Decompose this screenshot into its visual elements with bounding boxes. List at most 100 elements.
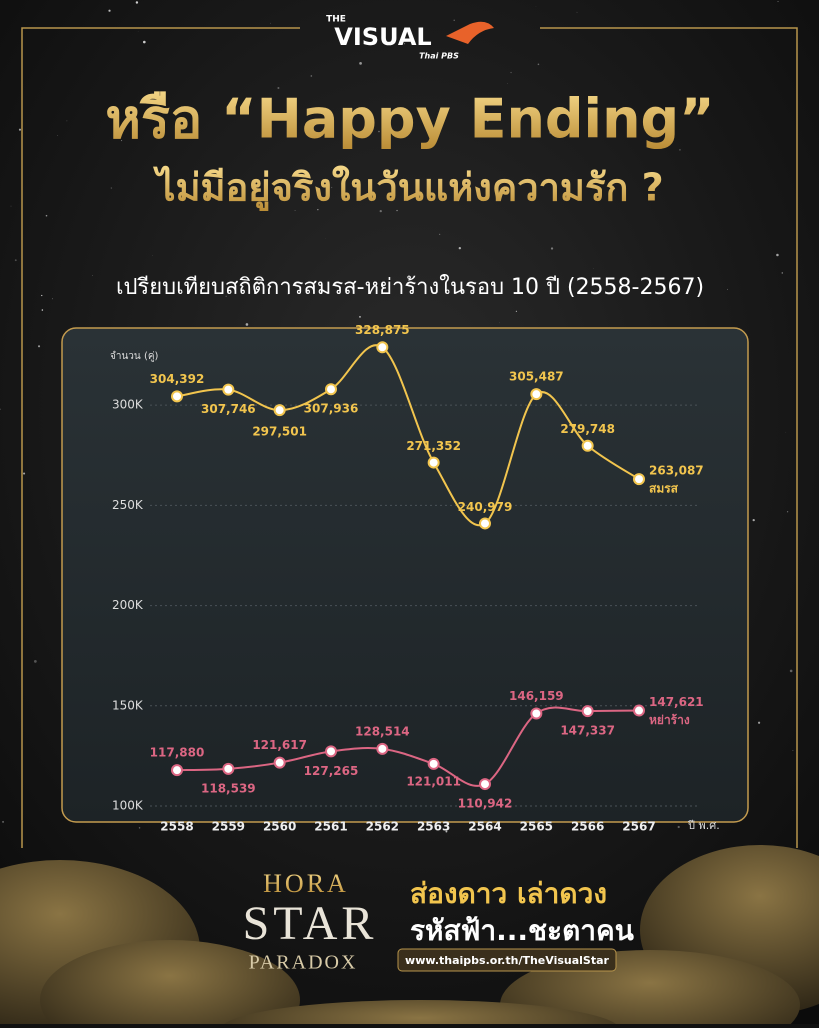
star: [139, 827, 140, 828]
y-tick-label: 250K: [112, 498, 144, 512]
star: [359, 62, 362, 65]
data-point: [275, 405, 285, 415]
star: [270, 23, 271, 24]
star: [753, 519, 755, 521]
star: [23, 473, 25, 475]
x-tick-label: 2566: [571, 820, 604, 834]
star: [787, 511, 788, 512]
value-label: 304,392: [150, 372, 205, 386]
data-point: [326, 384, 336, 394]
brand-bottom: PARADOX: [249, 952, 358, 974]
star: [516, 311, 517, 312]
star: [311, 75, 313, 77]
data-point: [326, 746, 336, 756]
star: [510, 72, 511, 73]
star: [359, 316, 361, 318]
data-point: [583, 706, 593, 716]
data-point: [223, 764, 233, 774]
value-label: 121,617: [252, 738, 307, 752]
star: [459, 247, 461, 249]
data-point: [223, 385, 233, 395]
x-tick-label: 2565: [520, 820, 553, 834]
data-point: [429, 759, 439, 769]
star: [111, 187, 112, 188]
data-point: [634, 474, 644, 484]
star: [15, 259, 17, 261]
star: [380, 210, 382, 212]
tagline-2: รหัสฟ้า...ชะตาคน: [410, 914, 634, 947]
data-point: [172, 765, 182, 775]
value-label: 110,942: [458, 797, 513, 811]
star: [136, 1, 138, 3]
data-point: [634, 706, 644, 716]
star: [34, 660, 37, 663]
value-label: 307,746: [201, 402, 256, 416]
value-label: 328,875: [355, 323, 410, 337]
star: [138, 31, 139, 32]
data-point: [377, 744, 387, 754]
value-label: 128,514: [355, 724, 410, 738]
star: [57, 135, 58, 136]
star: [295, 210, 296, 211]
star: [396, 210, 397, 211]
y-tick-label: 100K: [112, 799, 144, 813]
star: [2, 821, 4, 823]
tagline-1: ส่องดาว เล่าดวง: [410, 877, 607, 910]
star: [439, 234, 440, 235]
star: [41, 295, 42, 296]
star: [577, 12, 578, 13]
star: [727, 289, 728, 290]
value-label: 263,087: [649, 464, 704, 478]
data-point: [531, 389, 541, 399]
x-tick-label: 2562: [366, 820, 399, 834]
value-label: 121,011: [406, 774, 461, 788]
data-point: [377, 342, 387, 352]
x-axis-label: ปี พ.ศ.: [687, 819, 720, 832]
data-point: [275, 758, 285, 768]
data-point: [429, 458, 439, 468]
y-tick-label: 150K: [112, 698, 144, 712]
star: [143, 41, 146, 44]
data-point: [172, 391, 182, 401]
value-label: 147,337: [560, 724, 615, 738]
value-label: 307,936: [304, 402, 359, 416]
series-name: สมรส: [649, 482, 679, 496]
y-tick-label: 200K: [112, 598, 144, 612]
value-label: 297,501: [252, 425, 307, 439]
star: [67, 120, 68, 121]
value-label: 305,487: [509, 370, 564, 384]
headline: หรือ “Happy Ending”: [105, 88, 714, 151]
star: [46, 215, 48, 217]
value-label: 118,539: [201, 781, 256, 795]
star: [108, 10, 110, 12]
x-tick-label: 2564: [468, 820, 501, 834]
logo-brand: Thai PBS: [419, 52, 459, 61]
star: [52, 298, 53, 299]
star: [538, 64, 540, 66]
y-tick-label: 300K: [112, 398, 144, 412]
chart-title: เปรียบเทียบสถิติการสมรส-หย่าร้างในรอบ 10…: [116, 274, 704, 300]
data-point: [531, 708, 541, 718]
data-point: [480, 518, 490, 528]
value-label: 146,159: [509, 689, 564, 703]
star: [792, 750, 793, 751]
star: [92, 275, 93, 276]
x-tick-label: 2561: [314, 820, 347, 834]
star: [507, 83, 508, 84]
value-label: 117,880: [150, 746, 205, 760]
value-label: 240,979: [458, 500, 513, 514]
star: [42, 309, 44, 311]
star: [38, 345, 40, 347]
series-name: หย่าร้าง: [649, 713, 690, 727]
data-point: [480, 779, 490, 789]
star: [19, 129, 21, 131]
brand-top: HORA: [263, 869, 349, 898]
x-tick-label: 2563: [417, 820, 450, 834]
brand-mid: STAR: [243, 897, 378, 950]
x-tick-label: 2567: [622, 820, 655, 834]
y-axis-label: จำนวน (คู่): [110, 351, 159, 362]
star: [551, 247, 553, 249]
data-point: [583, 441, 593, 451]
